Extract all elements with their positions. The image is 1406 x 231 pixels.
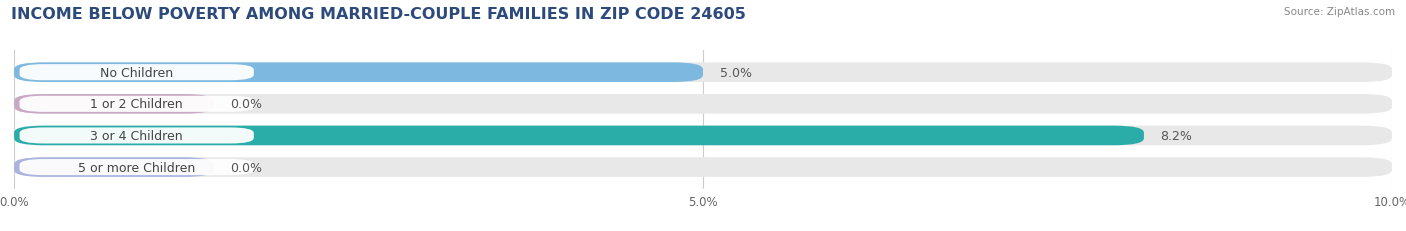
FancyBboxPatch shape (14, 63, 703, 83)
FancyBboxPatch shape (14, 126, 1392, 146)
Text: No Children: No Children (100, 66, 173, 79)
FancyBboxPatch shape (14, 126, 1144, 146)
Text: 8.2%: 8.2% (1160, 129, 1192, 142)
FancyBboxPatch shape (14, 63, 1392, 83)
Text: 3 or 4 Children: 3 or 4 Children (90, 129, 183, 142)
FancyBboxPatch shape (14, 158, 214, 177)
FancyBboxPatch shape (14, 158, 1392, 177)
Text: 1 or 2 Children: 1 or 2 Children (90, 98, 183, 111)
FancyBboxPatch shape (20, 128, 254, 144)
Text: INCOME BELOW POVERTY AMONG MARRIED-COUPLE FAMILIES IN ZIP CODE 24605: INCOME BELOW POVERTY AMONG MARRIED-COUPL… (11, 7, 747, 22)
FancyBboxPatch shape (14, 95, 214, 114)
FancyBboxPatch shape (20, 65, 254, 81)
FancyBboxPatch shape (20, 96, 254, 112)
Text: 0.0%: 0.0% (231, 98, 263, 111)
Text: 0.0%: 0.0% (231, 161, 263, 174)
Text: 5.0%: 5.0% (720, 66, 752, 79)
FancyBboxPatch shape (20, 159, 254, 175)
Text: Source: ZipAtlas.com: Source: ZipAtlas.com (1284, 7, 1395, 17)
FancyBboxPatch shape (14, 95, 1392, 114)
Text: 5 or more Children: 5 or more Children (79, 161, 195, 174)
